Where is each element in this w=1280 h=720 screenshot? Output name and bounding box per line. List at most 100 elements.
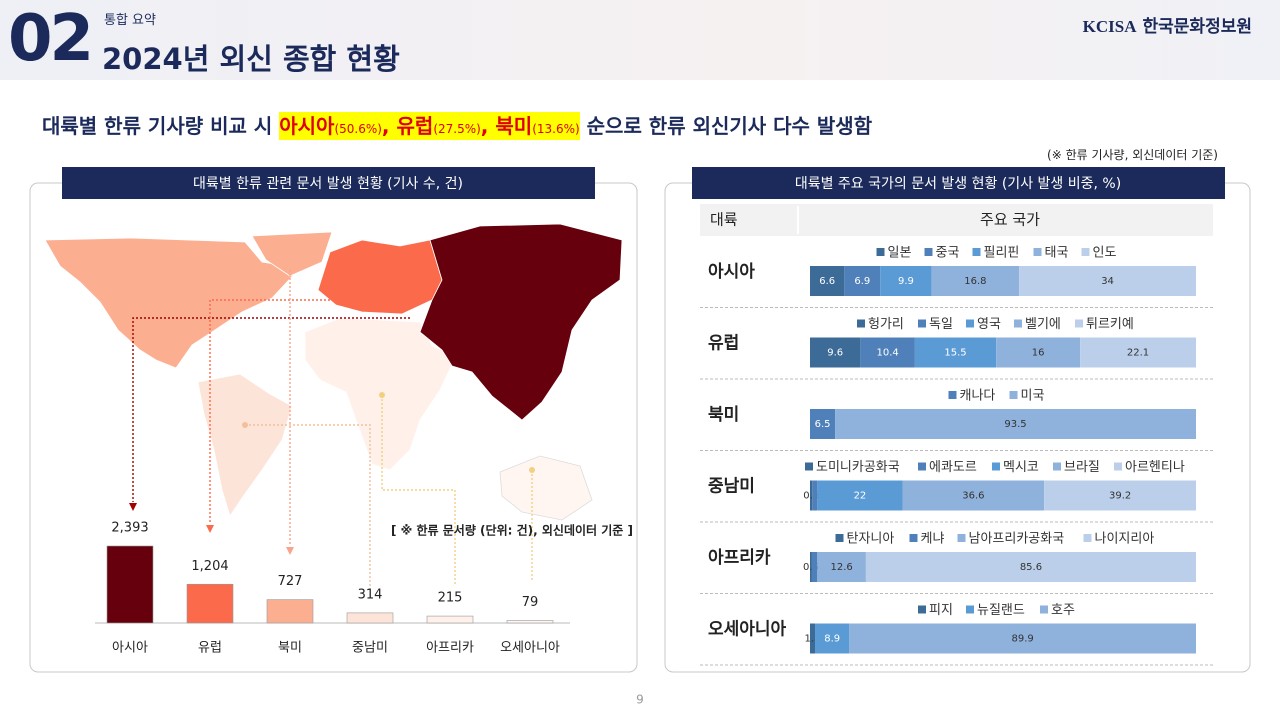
logo-mark: KCISA — [1082, 17, 1137, 36]
value-label: 1.3 — [805, 634, 821, 645]
bar-segment — [810, 623, 816, 654]
world-map — [44, 223, 623, 521]
highlight-name: 유럽 — [396, 114, 434, 138]
bar-segment — [914, 337, 997, 368]
legend-label: 에콰도르 — [929, 460, 977, 475]
x-tick-label: 중남미 — [352, 641, 388, 656]
bar-segment — [810, 480, 813, 511]
legend-swatch — [1083, 534, 1092, 542]
bar-segment — [996, 337, 1081, 368]
legend-label: 남아프리카공화국 — [969, 532, 1065, 547]
headline-tail: 순으로 한류 외신기사 다수 발생함 — [586, 114, 873, 138]
legend-label: 탄자니아 — [847, 532, 895, 547]
value-label: 93.5 — [1004, 419, 1026, 430]
left-title-bar — [62, 167, 595, 199]
value-label: 215 — [438, 591, 463, 606]
value-label: 34 — [1101, 276, 1114, 287]
headline: 대륙별 한류 기사량 비교 시 아시아(50.6%), 유럽(27.5%), 북… — [42, 110, 873, 140]
value-label: 727 — [278, 574, 303, 589]
bar-segment — [844, 266, 881, 296]
bar-segment — [865, 552, 1196, 582]
legend-label: 뉴질랜드 — [977, 603, 1025, 618]
logo-text: 한국문화정보원 — [1142, 17, 1252, 37]
arrowhead — [129, 503, 137, 511]
legend-label: 미국 — [1021, 389, 1045, 404]
bar-segment — [931, 266, 1020, 296]
logo: KCISA 한국문화정보원 — [1083, 12, 1252, 37]
value-label: 12.6 — [830, 562, 852, 573]
bar-segment — [810, 552, 812, 582]
bar-segment — [835, 409, 1196, 439]
bar — [506, 620, 554, 624]
bar — [346, 612, 394, 624]
legend-label: 브라질 — [1064, 460, 1100, 475]
dot — [242, 422, 248, 428]
legend-swatch — [1053, 462, 1061, 471]
value-label: 0.6 — [803, 491, 819, 502]
bar-segment — [849, 623, 1196, 654]
north-america — [44, 237, 301, 369]
legend-label: 벨기에 — [1025, 317, 1061, 332]
panel-title: 대륙별 한류 관련 문서 발생 현황 (기사 수, 건) — [193, 176, 463, 192]
bar-segment — [815, 623, 850, 654]
connector — [245, 424, 371, 586]
bar-segment — [812, 480, 818, 511]
legend-swatch — [805, 462, 813, 471]
highlight-name: 북미 — [495, 114, 533, 138]
section-label: 통합 요약 — [104, 13, 156, 28]
panel-title: 대륙별 주요 국가의 문서 발생 현황 (기사 발생 비중, %) — [795, 176, 1121, 192]
legend-swatch — [966, 319, 974, 328]
row-label: 아시아 — [708, 262, 755, 282]
arrowhead — [286, 547, 294, 555]
slide-title: 2024년 외신 종합 현황 — [102, 42, 400, 76]
bar-segment — [810, 337, 861, 368]
separator: , — [480, 114, 489, 138]
legend-swatch — [835, 534, 844, 542]
legend-swatch — [972, 248, 981, 256]
value-label: 10.4 — [876, 348, 898, 359]
row-label: 유럽 — [708, 334, 739, 354]
value-label: 36.6 — [962, 491, 984, 502]
headline-note: (※ 한류 기사량, 외신데이터 기준) — [1047, 148, 1218, 162]
highlight-share: (13.6%) — [532, 122, 580, 136]
value-label: 314 — [358, 587, 383, 602]
legend-label: 헝가리 — [868, 317, 904, 332]
arrowheads — [129, 392, 535, 555]
table-header-cell: 대륙 — [710, 211, 738, 229]
highlight: 아시아(50.6%), 유럽(27.5%), 북미(13.6%) — [279, 112, 580, 140]
table-row: 중남미도미니카공화국에콰도르멕시코브라질아르헨티나0.61.32236.639.… — [700, 460, 1213, 523]
connector — [132, 317, 410, 502]
value-label: 1,204 — [191, 559, 228, 574]
legend-label: 중국 — [936, 246, 960, 261]
bar-segment — [817, 552, 866, 582]
legend-label: 피지 — [929, 603, 953, 618]
value-label: 9.6 — [827, 348, 843, 359]
value-label: 22 — [854, 491, 867, 502]
legend-swatch — [957, 534, 966, 542]
row-label: 중남미 — [708, 477, 755, 497]
asia — [419, 223, 623, 421]
table-header — [700, 204, 1213, 236]
bar-segment — [811, 552, 818, 582]
value-label: 2,393 — [111, 521, 148, 536]
highlight-share: (50.6%) — [334, 122, 382, 136]
row-label: 오세아니아 — [708, 620, 787, 640]
bar — [106, 545, 154, 624]
table-row: 유럽 헝가리 독일 영국 벨기에 튀르키예 9.6 10.4 15.5 16 22.1 — [700, 317, 1213, 380]
x-tick-label: 오세아니아 — [500, 641, 560, 656]
value-label: 15.5 — [944, 348, 966, 359]
headline-lead: 대륙별 한류 기사량 비교 시 — [42, 114, 273, 138]
bar-segment — [810, 409, 836, 439]
bar-segment — [880, 266, 932, 296]
value-label: 79 — [522, 595, 539, 610]
legend-swatch — [966, 605, 974, 614]
value-label: 16.8 — [964, 276, 986, 287]
bar-segment — [1044, 480, 1196, 511]
x-tick-label: 아시아 — [112, 641, 148, 656]
legend-swatch — [948, 391, 957, 399]
legend-swatch — [909, 534, 918, 542]
bar — [186, 583, 234, 624]
